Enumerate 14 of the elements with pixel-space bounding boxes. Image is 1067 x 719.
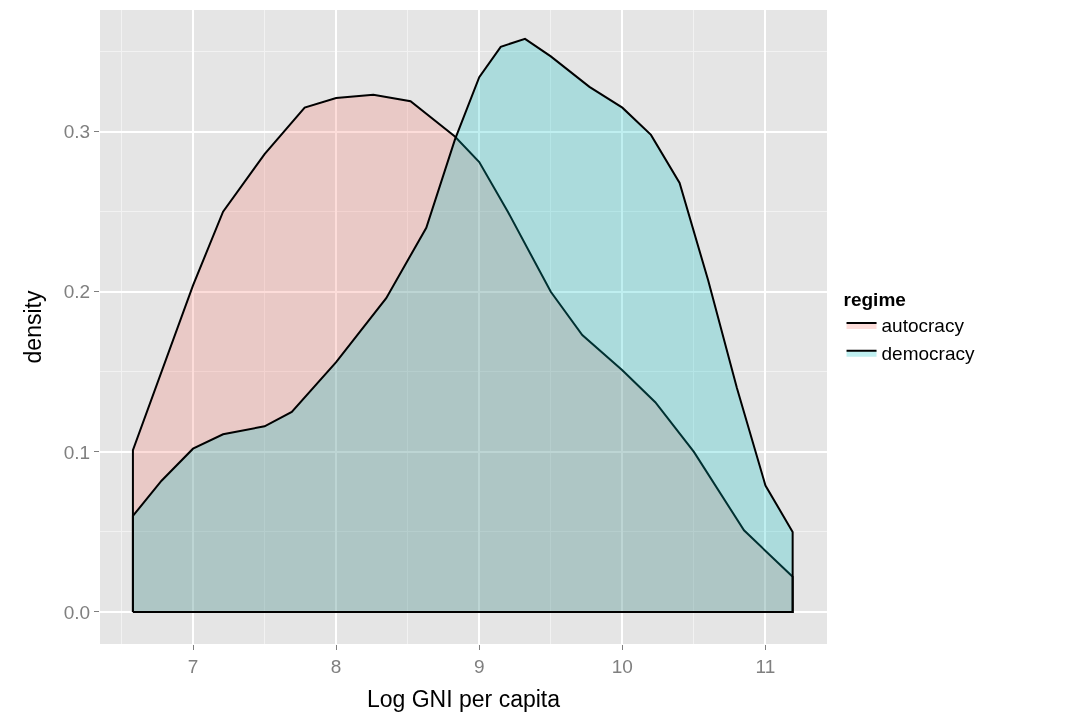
x-tick-label: 9 (473, 655, 485, 677)
y-axis-title: density (20, 290, 47, 364)
legend-title: regime (843, 289, 906, 311)
y-tick-label: 0.1 (63, 441, 91, 463)
legend-label: democracy (881, 343, 975, 365)
x-tick-label: 10 (611, 655, 633, 677)
legend-label: autocracy (881, 315, 965, 337)
x-tick-label: 7 (187, 655, 199, 677)
y-tick-label: 0.2 (63, 281, 91, 303)
x-tick-label: 11 (755, 655, 776, 677)
y-tick-label: 0.3 (63, 121, 91, 143)
x-tick-label: 8 (330, 655, 342, 677)
x-axis-title: Log GNI per capita (366, 686, 561, 713)
y-tick-label: 0.0 (63, 601, 91, 623)
